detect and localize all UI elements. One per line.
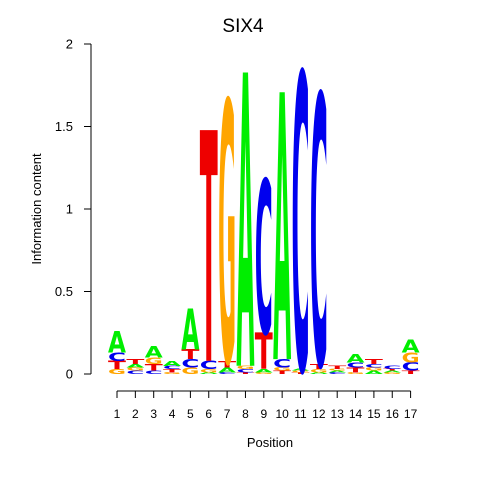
logo-letter: C <box>328 372 346 375</box>
logo-letter: T <box>347 366 366 374</box>
x-ticks: 1 2 3 4 5 6 7 8 9 10 11 12 13 14 15 16 17 <box>114 390 418 421</box>
logo-letter: A <box>292 369 310 372</box>
x-tick-label: 9 <box>260 407 267 421</box>
logo-letter: G <box>200 368 218 373</box>
logo-letter: A <box>236 0 254 462</box>
logo-letter: A <box>218 366 237 374</box>
y-tick-label: 1 <box>66 202 73 217</box>
logo-letter: C <box>108 350 126 364</box>
logo-letter: A <box>163 360 182 368</box>
logo-letter: A <box>402 336 420 357</box>
logo-letter: A <box>365 370 383 375</box>
logo-letter: T <box>163 368 181 373</box>
x-tick-label: 1 <box>114 407 121 421</box>
logo-letter: C <box>126 370 144 375</box>
x-tick-label: 10 <box>275 407 289 421</box>
logo-letter: C <box>292 0 310 465</box>
x-tick-label: 4 <box>169 407 176 421</box>
logo-letter: T <box>365 358 384 366</box>
logo-letter: T <box>236 372 254 375</box>
x-tick-label: 15 <box>367 407 381 421</box>
logo-letter: A <box>181 298 199 363</box>
y-ticks: 0 0.5 1 1.5 2 <box>55 37 91 382</box>
x-tick-label: 13 <box>331 407 345 421</box>
logo-letter: G <box>347 372 365 375</box>
logo-letter: T <box>200 68 218 436</box>
logo-letter: G <box>328 369 346 372</box>
logo-letter: C <box>163 365 181 370</box>
logo-letter: A <box>108 326 126 360</box>
logo-letter: G <box>292 370 310 373</box>
logo-letter: T <box>292 372 310 375</box>
logo-letter: G <box>236 365 254 370</box>
logo-letter: C <box>383 365 401 370</box>
x-tick-label: 2 <box>132 407 139 421</box>
logo-letter: A <box>126 363 144 368</box>
logo-letter: C <box>365 364 383 369</box>
chart-title: SIX4 <box>222 16 264 37</box>
logo-letter: T <box>310 363 329 371</box>
logo-letter: T <box>383 369 401 372</box>
logo-letter: T <box>181 347 200 363</box>
logo-letter: T <box>328 365 346 370</box>
logo-letter: C <box>402 360 420 374</box>
logo-letter: G <box>218 29 236 445</box>
logo-letter: T <box>145 362 164 373</box>
logo-letter: A <box>328 370 346 373</box>
logo-letter: G <box>310 368 328 373</box>
x-tick-label: 6 <box>205 407 212 421</box>
logo-letter: C <box>181 357 199 371</box>
logo-letter: G <box>126 366 144 371</box>
logo-letter: A <box>200 372 218 375</box>
x-axis-label: Position <box>247 435 293 450</box>
logo-letter: C <box>273 357 291 371</box>
y-tick-label: 0 <box>66 367 73 382</box>
logo-letter: A <box>273 20 291 446</box>
logo-letter: G <box>181 365 199 376</box>
x-tick-label: 5 <box>187 407 194 421</box>
y-tick-label: 2 <box>66 37 73 52</box>
logo-letter: A <box>383 370 401 373</box>
logo-letter: C <box>255 139 273 383</box>
logo-letter: T <box>255 324 273 381</box>
logo-letter: T <box>108 358 126 371</box>
x-tick-label: 16 <box>386 407 400 421</box>
y-axis-label: Information content <box>29 153 44 265</box>
x-tick-label: 11 <box>294 407 307 421</box>
logo-letter: A <box>145 343 164 361</box>
x-tick-label: 8 <box>242 407 249 421</box>
logo-letter: G <box>108 368 126 376</box>
x-tick-label: 12 <box>312 407 326 421</box>
logo-letter: G <box>383 372 401 375</box>
logo-letter: C <box>200 358 218 372</box>
logo-letter: G <box>273 366 291 371</box>
logo-letter: T <box>218 359 237 370</box>
logo-letter: G <box>402 351 420 367</box>
logo-letter: C <box>347 361 365 369</box>
logo-letter: G <box>163 372 181 375</box>
logo-letter: C <box>310 20 328 452</box>
x-tick-label: 17 <box>404 407 418 421</box>
logo-letter: A <box>310 372 328 375</box>
logo-letter: A <box>255 368 273 373</box>
x-tick-label: 14 <box>349 407 363 421</box>
logo-letter: C <box>218 372 236 375</box>
x-tick-label: 7 <box>224 407 231 421</box>
logo-letter: T <box>273 370 291 375</box>
logo-letter: G <box>255 372 273 375</box>
logo-letter: G <box>145 355 163 366</box>
y-tick-label: 0.5 <box>55 284 73 299</box>
logo-letter: C <box>145 370 163 375</box>
logo-letter: T <box>402 370 420 375</box>
logo-letter: C <box>236 369 254 374</box>
logo-letter: G <box>365 366 383 371</box>
y-tick-label: 1.5 <box>55 119 73 134</box>
logo-letter: A <box>347 353 366 366</box>
x-tick-label: 3 <box>150 407 157 421</box>
logo-letter: T <box>126 358 145 366</box>
